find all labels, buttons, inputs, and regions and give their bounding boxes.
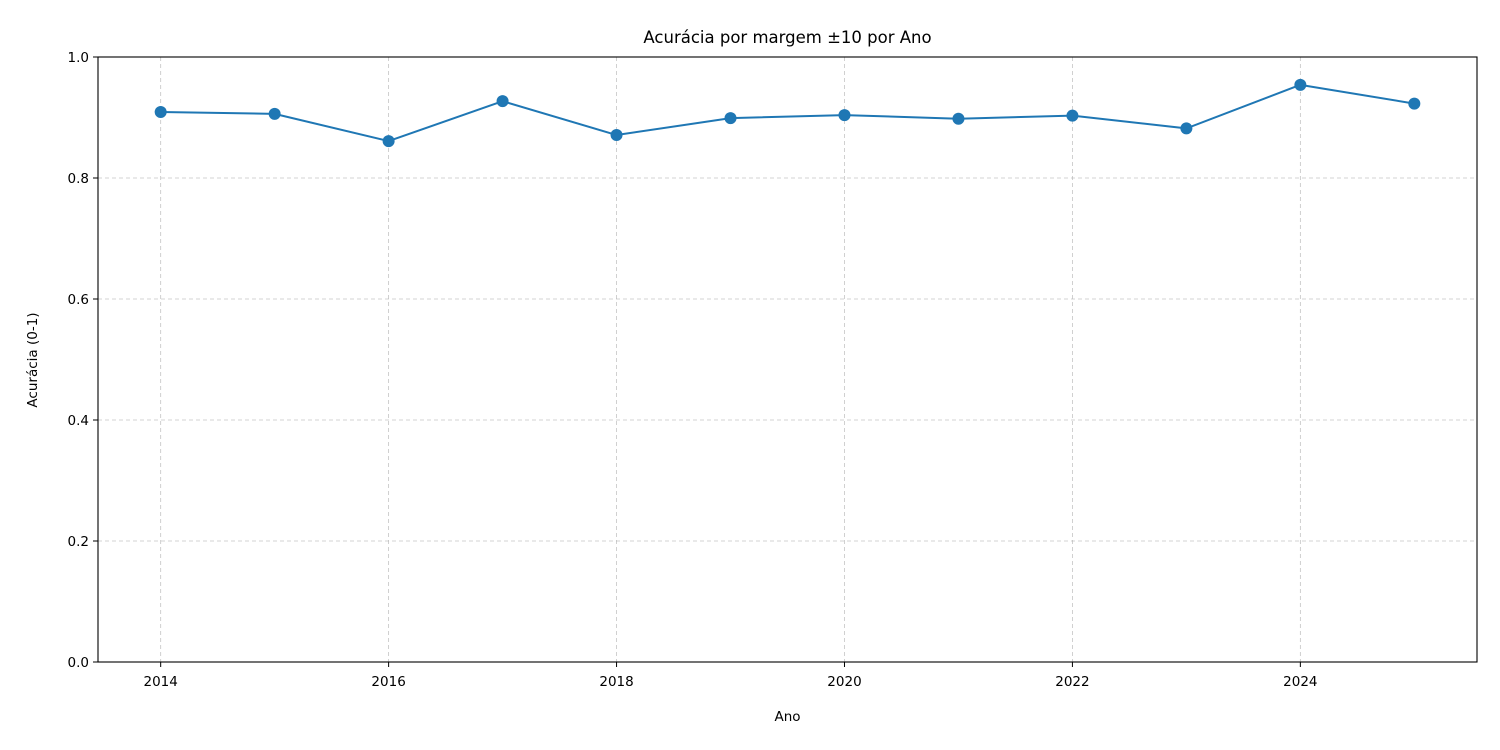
y-tick-label: 0.2	[68, 534, 89, 550]
y-tick-label: 0.6	[68, 292, 89, 308]
x-axis-label: Ano	[774, 709, 800, 725]
ticks: 2014 2016 2018 2020 2022 2024 0.0 0.2 0.4 0.6 0.8 1…	[68, 50, 1318, 690]
chart-title: Acurácia por margem ±10 por Ano	[643, 28, 931, 47]
data-point	[1408, 97, 1421, 110]
x-tick-label: 2020	[827, 674, 861, 690]
x-tick-label: 2018	[599, 674, 633, 690]
plot-frame	[97, 56, 1478, 663]
x-tick-label: 2024	[1283, 674, 1317, 690]
data-point	[838, 109, 851, 122]
x-tick-label: 2014	[144, 674, 178, 690]
x-tick-label: 2022	[1055, 674, 1089, 690]
data-point	[496, 95, 509, 108]
data-point	[724, 112, 737, 125]
data-point	[268, 107, 281, 120]
data-point	[610, 129, 623, 142]
y-axis-label: Acurácia (0-1)	[25, 312, 41, 407]
y-tick-label: 0.4	[68, 413, 89, 429]
data-point	[952, 112, 965, 125]
y-tick-label: 1.0	[68, 50, 89, 66]
data-point	[1294, 78, 1307, 91]
data-point	[1066, 109, 1079, 122]
y-tick-label: 0.0	[68, 655, 89, 671]
data-point	[382, 135, 395, 148]
series-line	[160, 83, 1415, 143]
y-tick-label: 0.8	[68, 171, 89, 187]
x-tick-label: 2016	[371, 674, 405, 690]
data-point	[154, 106, 167, 119]
series-layer	[154, 78, 1421, 148]
data-point	[1180, 122, 1193, 135]
